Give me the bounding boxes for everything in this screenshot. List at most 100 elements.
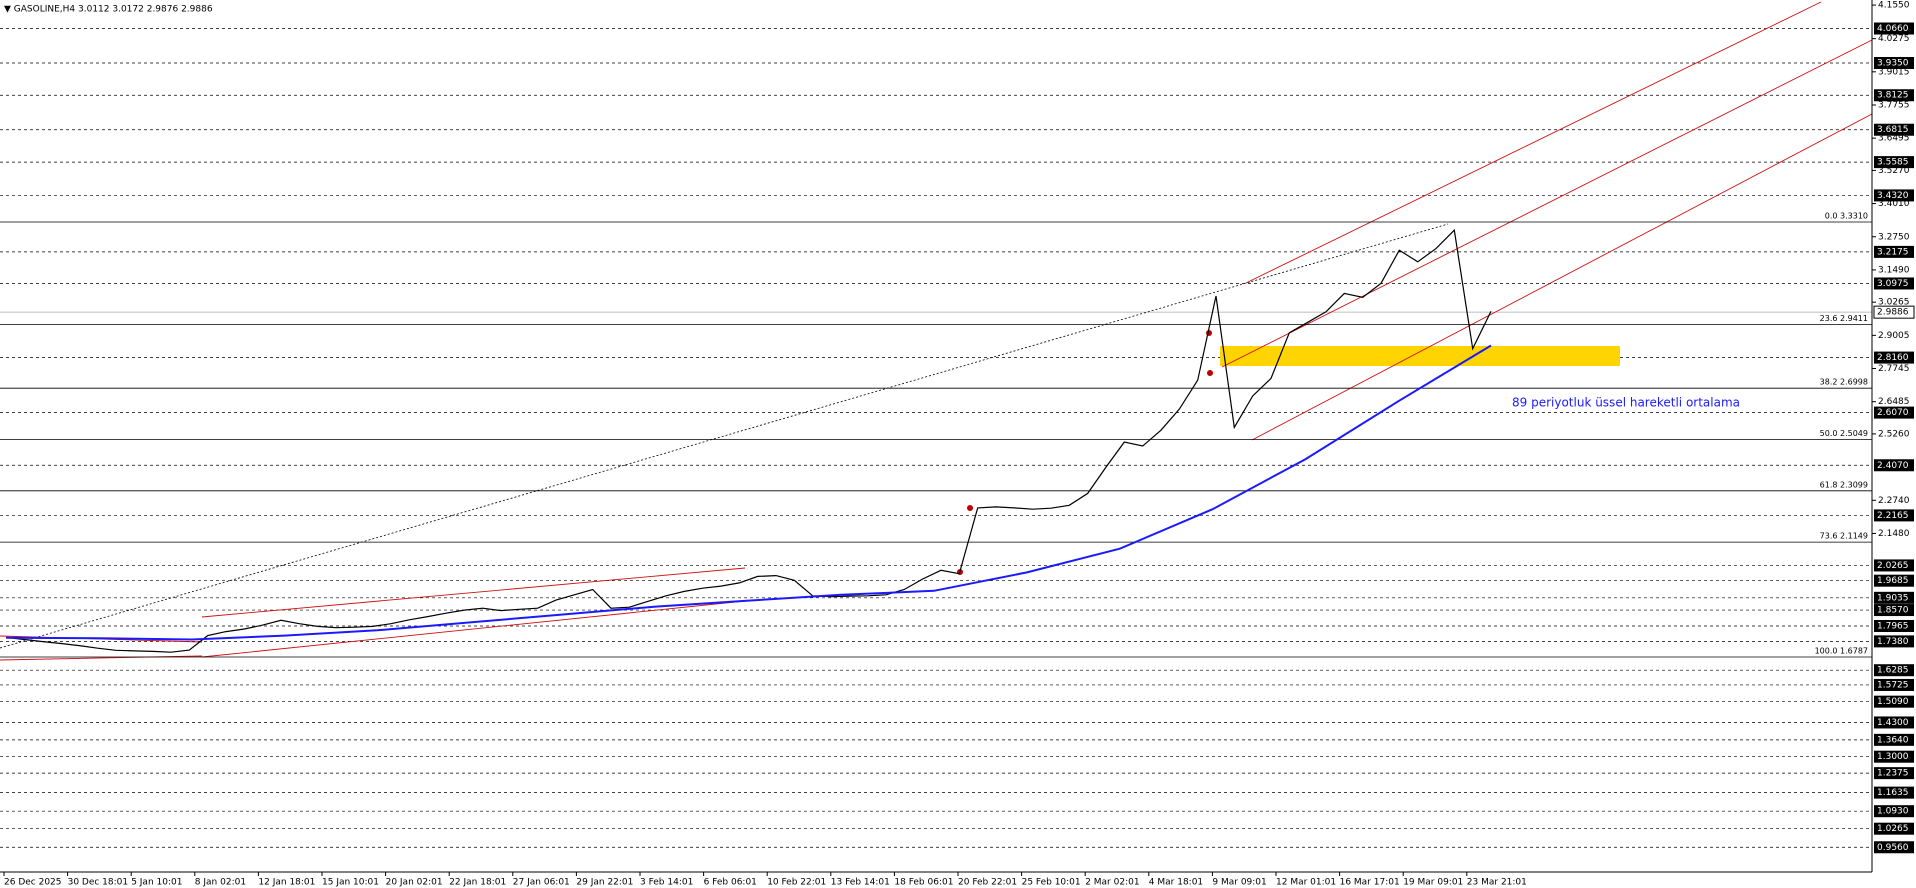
price-label-box: [1874, 89, 1914, 102]
price-label-box: [1874, 695, 1914, 708]
y-tick-label: 2.7745: [1878, 364, 1910, 374]
support-zone: [1220, 346, 1620, 366]
price-label-box: [1874, 56, 1914, 69]
price-label: 3.6815: [1877, 125, 1909, 135]
x-tick-label: 26 Dec 2025: [4, 878, 62, 888]
channel-line: [201, 600, 746, 658]
channel-line: [201, 567, 746, 618]
price-line: [5, 228, 1492, 653]
price-label-box: [1874, 277, 1914, 290]
price-label: 2.6070: [1877, 408, 1909, 418]
signal-dot: [1207, 370, 1213, 376]
price-label: 1.3000: [1877, 752, 1909, 762]
fib-label: 23.6 2.9411: [1820, 314, 1868, 323]
price-label: 3.9350: [1877, 58, 1909, 68]
price-label: 1.8570: [1877, 606, 1909, 616]
price-label-box: [1874, 750, 1914, 763]
y-tick-label: 3.9015: [1878, 67, 1910, 77]
x-tick-label: 25 Feb 10:01: [1022, 878, 1081, 888]
x-tick-label: 22 Jan 18:01: [449, 878, 506, 888]
price-label-box: [1874, 189, 1914, 202]
price-label: 3.5585: [1877, 158, 1909, 168]
price-label: 1.7965: [1877, 621, 1909, 631]
x-tick-label: 15 Jan 10:01: [322, 878, 379, 888]
y-tick-label: 2.9005: [1878, 331, 1910, 341]
annotation: 89 periyotluk üssel hareketli ortalama: [1512, 396, 1740, 410]
x-tick-label: 5 Jan 10:01: [131, 878, 182, 888]
price-label-box: [1874, 559, 1914, 572]
fib-label: 100.0 1.6787: [1815, 646, 1868, 655]
x-tick-label: 8 Jan 02:01: [195, 878, 246, 888]
x-tick-label: 19 Mar 09:01: [1403, 878, 1463, 888]
price-label: 2.2165: [1877, 511, 1909, 521]
price-label: 0.9560: [1877, 843, 1909, 853]
x-tick-label: 12 Jan 18:01: [258, 878, 315, 888]
x-tick-label: 12 Mar 01:01: [1276, 878, 1336, 888]
price-label-box: [1874, 22, 1914, 35]
fib-label: 73.6 2.1149: [1820, 532, 1868, 541]
price-label: 3.2175: [1877, 247, 1909, 257]
y-tick-label: 2.1480: [1878, 529, 1910, 539]
x-tick-label: 6 Feb 06:01: [704, 878, 757, 888]
price-label: 2.4070: [1877, 461, 1909, 471]
y-tick-label: 3.7755: [1878, 100, 1910, 110]
price-label: 1.6285: [1877, 666, 1909, 676]
price-label: 1.5725: [1877, 680, 1909, 690]
y-tick-label: 3.2750: [1878, 232, 1910, 242]
x-tick-label: 30 Dec 18:01: [68, 878, 129, 888]
price-label-box: [1874, 245, 1914, 258]
x-tick-label: 4 Mar 18:01: [1149, 878, 1203, 888]
y-tick-label: 3.0265: [1878, 298, 1910, 308]
x-tick-label: 16 Mar 17:01: [1340, 878, 1400, 888]
x-tick-label: 29 Jan 22:01: [576, 878, 633, 888]
x-tick-label: 2 Mar 02:01: [1085, 878, 1139, 888]
price-label: 3.8125: [1877, 91, 1909, 101]
y-tick-label: 4.1550: [1878, 1, 1910, 11]
y-tick-label: 4.0275: [1878, 34, 1910, 44]
price-label: 1.9685: [1877, 576, 1909, 586]
price-label: 1.0930: [1877, 807, 1909, 817]
chart-title: ▼ GASOLINE,H4 3.0112 3.0172 2.9876 2.988…: [4, 5, 213, 15]
y-tick-label: 2.2740: [1878, 496, 1910, 506]
price-label: 1.0265: [1877, 824, 1909, 834]
price-label-box: [1874, 767, 1914, 780]
x-tick-label: 20 Feb 22:01: [958, 878, 1017, 888]
x-tick-label: 23 Mar 21:01: [1467, 878, 1527, 888]
channel-line: [1251, 113, 1873, 441]
channel-line: [1245, 1, 1822, 284]
x-tick-label: 13 Feb 14:01: [831, 878, 890, 888]
ema-line: [5, 344, 1492, 641]
price-label-box: [1874, 678, 1914, 691]
price-label-box: [1874, 716, 1914, 729]
price-label: 1.2375: [1877, 769, 1909, 779]
channel-line: [1221, 39, 1873, 368]
y-tick-label: 3.4010: [1878, 199, 1910, 209]
y-tick-label: 3.6495: [1878, 134, 1910, 144]
x-tick-label: 10 Feb 22:01: [767, 878, 826, 888]
price-label-box: [1874, 733, 1914, 746]
price-label: 1.7380: [1877, 637, 1909, 647]
fib-label: 50.0 2.5049: [1820, 429, 1868, 438]
price-label-box: [1874, 786, 1914, 799]
x-tick-label: 20 Jan 02:01: [386, 878, 443, 888]
price-label: 1.3640: [1877, 735, 1909, 745]
price-label-box: [1874, 156, 1914, 169]
price-label-box: [1874, 459, 1914, 472]
price-label: 2.8160: [1877, 353, 1909, 363]
price-label: 1.5090: [1877, 697, 1909, 707]
price-label-box: [1874, 351, 1914, 364]
price-label-box: [1874, 805, 1914, 818]
bid-label: 2.9886: [1877, 308, 1909, 318]
x-tick-label: 3 Feb 14:01: [640, 878, 693, 888]
y-tick-label: 2.6485: [1878, 397, 1910, 407]
price-label-box: [1874, 123, 1914, 136]
y-tick-label: 2.5260: [1878, 429, 1910, 439]
price-label-box: [1874, 664, 1914, 677]
price-label-box: [1874, 591, 1914, 604]
fib-label: 0.0 3.3310: [1825, 212, 1868, 221]
bid-label-box: [1873, 305, 1915, 319]
price-label: 4.0660: [1877, 24, 1909, 34]
price-label-box: [1874, 574, 1914, 587]
price-label: 1.9035: [1877, 593, 1909, 603]
